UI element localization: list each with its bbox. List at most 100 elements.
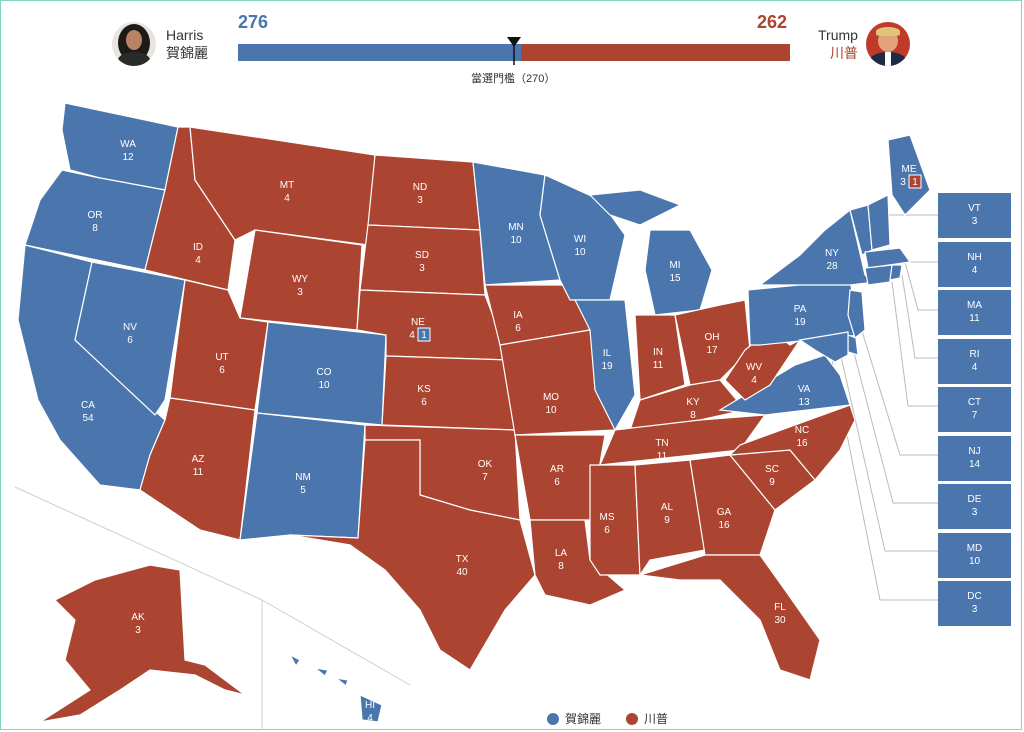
- small-state-nh[interactable]: NH 4: [938, 241, 1011, 287]
- small-state-abbr: MD: [966, 542, 983, 554]
- state-fl[interactable]: [639, 554, 821, 681]
- state-ev-sd: 3: [419, 263, 425, 274]
- state-ev-va: 13: [798, 397, 810, 408]
- state-al[interactable]: [634, 459, 706, 577]
- state-ev-wi: 10: [574, 247, 586, 258]
- state-va[interactable]: [718, 354, 851, 416]
- small-state-ct[interactable]: CT 7: [938, 387, 1011, 432]
- state-ev-ak: 3: [135, 625, 141, 636]
- state-label-id: ID: [193, 242, 203, 253]
- state-hi[interactable]: [359, 694, 383, 723]
- legend-dem: 賀錦麗: [547, 710, 601, 727]
- small-state-md[interactable]: MD 10: [938, 532, 1011, 578]
- state-label-wv: WV: [746, 362, 762, 373]
- harris-bar: [238, 44, 522, 61]
- state-label-al: AL: [661, 502, 674, 513]
- state-ny[interactable]: [758, 208, 877, 286]
- state-ms[interactable]: [589, 464, 641, 576]
- small-state-ev: 4: [971, 361, 978, 373]
- state-label-in: IN: [653, 347, 663, 358]
- small-state-ma[interactable]: MA 11: [938, 290, 1011, 335]
- state-label-va: VA: [798, 384, 811, 395]
- state-label-me: ME: [902, 164, 917, 175]
- state-label-ia: IA: [513, 310, 523, 321]
- state-label-mi: MI: [669, 260, 680, 271]
- state-label-oh: OH: [705, 332, 720, 343]
- state-nh[interactable]: [867, 194, 891, 251]
- split-district-ne: [417, 327, 431, 342]
- state-ev-ca: 54: [82, 413, 94, 424]
- state-nv[interactable]: [74, 261, 186, 416]
- state-ev-ok: 7: [482, 472, 488, 483]
- small-state-ri[interactable]: RI 4: [938, 338, 1011, 384]
- state-ev-mn: 10: [510, 235, 522, 246]
- state-label-or: OR: [88, 210, 103, 221]
- state-ev-ia: 6: [515, 323, 521, 334]
- state-ak[interactable]: [39, 564, 246, 723]
- state-ev-nm: 5: [300, 485, 306, 496]
- state-ev-mt: 4: [284, 193, 290, 204]
- state-label-fl: FL: [774, 602, 786, 613]
- state-tn[interactable]: [599, 414, 767, 466]
- small-state-ev: 14: [968, 458, 981, 470]
- small-state-abbr: MA: [967, 300, 982, 311]
- small-state-ev: 3: [971, 507, 978, 518]
- trump-name-en: Trump: [818, 27, 858, 43]
- state-label-ks: KS: [417, 384, 431, 395]
- state-label-mn: MN: [508, 222, 524, 233]
- state-label-ak: AK: [131, 612, 145, 623]
- state-az[interactable]: [139, 397, 256, 541]
- small-state-nj[interactable]: NJ 14: [938, 435, 1011, 481]
- state-label-ga: GA: [717, 507, 732, 518]
- state-nj[interactable]: [847, 289, 866, 340]
- state-ev-ar: 6: [554, 477, 560, 488]
- state-ev-il: 19: [601, 361, 613, 372]
- state-ev-or: 8: [92, 223, 98, 234]
- harris-vote-total: 276: [238, 12, 269, 32]
- state-ks[interactable]: [381, 355, 516, 431]
- small-state-dc[interactable]: DC 3: [938, 581, 1011, 626]
- state-ga[interactable]: [689, 454, 776, 556]
- state-nc[interactable]: [728, 404, 856, 481]
- state-label-nc: NC: [795, 425, 809, 436]
- harris-candidate: Harris 賀錦麗: [112, 22, 208, 66]
- small-state-abbr: NJ: [968, 445, 981, 457]
- state-mi-upper[interactable]: [588, 189, 682, 226]
- state-label-mo: MO: [543, 392, 559, 403]
- state-ev-ne: 4: [409, 330, 415, 341]
- state-label-hi: HI: [365, 700, 375, 711]
- state-ri[interactable]: [889, 264, 903, 281]
- state-label-tn: TN: [655, 438, 668, 449]
- state-ev-wa: 12: [122, 152, 134, 163]
- state-ev-ky: 8: [690, 410, 696, 421]
- state-in[interactable]: [634, 314, 686, 401]
- state-ev-nd: 3: [417, 195, 423, 206]
- small-state-vt[interactable]: VT 3: [938, 193, 1011, 238]
- state-ev-hi: 4: [367, 713, 373, 724]
- small-state-de[interactable]: DE 3: [938, 484, 1011, 529]
- small-state-abbr: DE: [967, 494, 982, 505]
- state-label-ky: KY: [686, 397, 700, 408]
- state-ev-me: 3: [900, 177, 906, 188]
- state-label-la: LA: [555, 548, 568, 559]
- state-de[interactable]: [847, 334, 859, 356]
- state-label-sd: SD: [415, 250, 429, 261]
- small-state-abbr: NH: [967, 251, 982, 263]
- small-state-ev: 3: [971, 604, 978, 615]
- state-la[interactable]: [529, 519, 627, 606]
- small-state-ev: 7: [971, 410, 978, 421]
- trump-candidate: Trump 川普: [818, 22, 910, 66]
- state-ev-mo: 10: [545, 405, 557, 416]
- state-hi-islands[interactable]: [288, 653, 349, 688]
- trump-bar: [521, 44, 790, 61]
- small-state-ev: 11: [969, 313, 980, 324]
- state-ct[interactable]: [864, 264, 893, 286]
- small-state-abbr: VT: [968, 203, 981, 214]
- state-tx[interactable]: [289, 439, 536, 671]
- state-ev-ga: 16: [718, 520, 730, 531]
- state-ev-ms: 6: [604, 525, 610, 536]
- state-ev-wv: 4: [751, 375, 757, 386]
- state-ma[interactable]: [864, 247, 912, 269]
- state-md[interactable]: [798, 331, 849, 363]
- small-state-ev: 3: [971, 216, 978, 227]
